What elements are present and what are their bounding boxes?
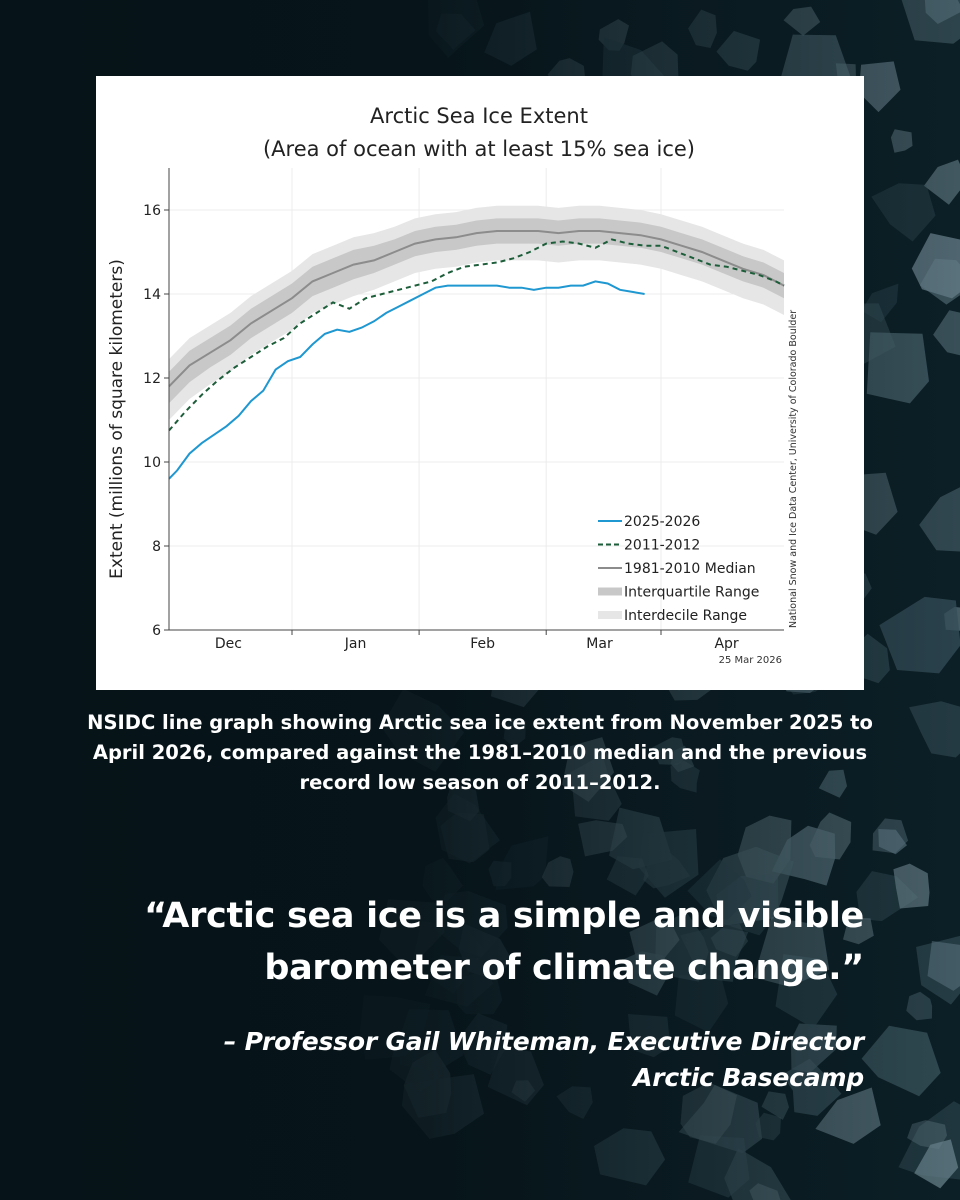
plot-area: 6 8 10 12 14 16 Dec Jan Feb Mar Apr	[143, 168, 785, 652]
y-tick-label: 6	[152, 623, 161, 639]
chart-caption: NSIDC line graph showing Arctic sea ice …	[87, 711, 873, 794]
legend-label-interdecile-range: Interdecile Range	[624, 608, 747, 624]
chart-card: Arctic Sea Ice Extent (Area of ocean wit…	[96, 76, 864, 690]
x-tick-label: Mar	[586, 636, 613, 652]
y-tick-label: 14	[143, 287, 161, 303]
date-stamp: 25 Mar 2026	[719, 655, 782, 666]
y-axis-label: Extent (millions of square kilometers)	[107, 259, 127, 579]
credit-text: National Snow and Ice Data Center, Unive…	[788, 310, 799, 628]
quote-attribution: – Professor Gail Whiteman, Executive Dir…	[120, 1024, 864, 1096]
x-tick-label: Dec	[215, 636, 242, 652]
median-line	[168, 230, 785, 388]
chart-title: Arctic Sea Ice Extent	[370, 104, 588, 128]
legend-swatch-interquartile-range	[598, 587, 622, 596]
series-2011-2012-line	[168, 238, 785, 432]
y-tick-label: 8	[152, 539, 161, 555]
y-tick-label: 10	[143, 455, 161, 471]
y-tick-label: 16	[143, 203, 161, 219]
chart-subtitle: (Area of ocean with at least 15% sea ice…	[263, 137, 695, 161]
legend-swatch-interdecile-range	[598, 611, 622, 619]
chart-legend: 2025-2026 2011-2012 1981-2010 Median Interq…	[598, 514, 759, 624]
interquartile-band	[169, 218, 784, 404]
legend-label-2011-2012: 2011-2012	[624, 538, 700, 554]
x-tick-label: Apr	[714, 636, 738, 652]
series-2025-2026-line	[168, 280, 645, 480]
legend-label-2025-2026: 2025-2026	[624, 514, 700, 530]
attribution-line-2: Arctic Basecamp	[633, 1063, 864, 1092]
sea-ice-chart: Arctic Sea Ice Extent (Area of ocean wit…	[107, 104, 799, 666]
interdecile-band	[169, 205, 784, 420]
attribution-line-1: – Professor Gail Whiteman, Executive Dir…	[223, 1027, 864, 1056]
legend-label-1981-2010-median: 1981-2010 Median	[624, 561, 756, 577]
legend-label-interquartile-range: Interquartile Range	[624, 585, 759, 601]
y-tick-label: 12	[143, 371, 161, 387]
quote-text: “Arctic sea ice is a simple and visible …	[144, 896, 864, 988]
x-tick-label: Jan	[344, 636, 367, 652]
x-tick-label: Feb	[470, 636, 495, 652]
